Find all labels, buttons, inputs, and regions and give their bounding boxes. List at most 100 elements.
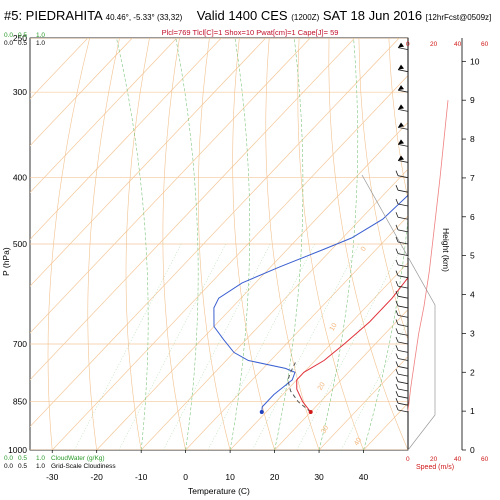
- wind-barb-640: [395, 310, 409, 318]
- height-tick-label-9: 9: [470, 95, 475, 105]
- speed-tick-top-40: 40: [454, 41, 462, 48]
- height-tick-label-2: 2: [470, 367, 475, 377]
- cloudwater-scale-0: 0.0: [4, 455, 13, 462]
- dry-adiabat--30: [47, 38, 90, 450]
- top-scale-green-2: 1.0: [36, 32, 45, 39]
- wind-barb-staff: [397, 241, 409, 245]
- y-axis-label: P (hPa): [1, 247, 11, 276]
- top-scale-black-0: 0.0: [4, 40, 13, 47]
- wind-barb-440: [395, 198, 409, 207]
- wind-barb-staff: [397, 349, 409, 353]
- wind-barb-staff: [397, 381, 409, 385]
- wind-barb-700: [395, 336, 409, 345]
- wind-barb-staff: [397, 402, 409, 406]
- isotherm-50: [407, 449, 408, 450]
- x-tick-label-20: 20: [270, 472, 280, 482]
- cloudiness-scale-2: 1.0: [36, 463, 45, 470]
- surface-temperature-dot: [308, 410, 313, 415]
- station-coords: 40.46°, -5.33° (33,32): [105, 13, 183, 22]
- wind-barb-staff: [397, 253, 409, 257]
- wind-barb-feather: [395, 404, 399, 411]
- wind-barb-740: [395, 353, 409, 361]
- dry-adiabat-30: [265, 38, 320, 450]
- wind-barb-staff: [397, 189, 409, 193]
- wind-barb-staff: [397, 332, 409, 336]
- dry-adiabat--10: [125, 38, 150, 450]
- wind-barb-feather: [395, 398, 399, 404]
- wind-barb-staff: [397, 373, 409, 377]
- wind-barb-staff: [397, 409, 409, 413]
- dry-adiabat-60: [358, 38, 408, 341]
- y-tick-label-850: 850: [13, 397, 27, 407]
- wind-barb-staff: [397, 264, 409, 268]
- wind-barb-staff: [397, 143, 409, 147]
- wind-barb-300: [397, 85, 409, 93]
- height-tick-label-10: 10: [470, 56, 480, 66]
- wind-barb-820: [395, 383, 409, 392]
- wind-barb-800: [395, 376, 409, 385]
- isotherm-label-20: 20: [317, 381, 327, 391]
- isotherm-label-40: 40: [353, 437, 363, 447]
- top-scale-black-2: 1.0: [36, 40, 45, 47]
- wind-barb-staff: [397, 175, 409, 179]
- mixing-line--25: [74, 243, 182, 450]
- wind-barb-staff: [397, 358, 409, 361]
- wind-barb-feather: [395, 224, 399, 231]
- wind-barb-staff: [397, 89, 409, 93]
- wind-envelope: [361, 174, 436, 451]
- height-tick-label-3: 3: [470, 328, 475, 338]
- wind-barb-feather: [395, 259, 399, 266]
- dry-adiabat-40: [297, 38, 364, 450]
- wind-barb-staff: [397, 275, 409, 279]
- speed-tick-bottom-40: 40: [454, 456, 462, 463]
- station-name: #5: PIEDRAHITA: [4, 8, 103, 23]
- wind-barb-feather: [395, 248, 399, 254]
- wind-barb-600: [395, 291, 409, 299]
- top-scale-green-0: 0.0: [4, 32, 13, 39]
- moist-adiabat-10: [229, 38, 251, 450]
- stability-indices: Plcl=769 Tlcl[C]=1 Shox=10 Pwat[cm]=1 Ca…: [161, 28, 339, 37]
- wind-barb-staff: [397, 395, 409, 399]
- moist-adiabat-0: [175, 38, 199, 450]
- wind-barb-680: [395, 328, 409, 336]
- speed-tick-top-0: 0: [406, 41, 410, 48]
- cloudiness-scale-1: 0.5: [18, 463, 27, 470]
- moist-adiabat-40: [363, 215, 408, 450]
- dry-adiabat--20: [87, 38, 120, 450]
- wind-barb-feather: [395, 212, 399, 218]
- valid-time: Valid 1400 CES: [196, 8, 288, 23]
- wind-barb-620: [395, 300, 409, 309]
- wind-barb-480: [395, 224, 409, 233]
- forecast-run: [12hrFcst@0509z]: [425, 13, 492, 22]
- y-tick-label-700: 700: [13, 339, 27, 349]
- isotherm--20: [96, 121, 408, 450]
- surface-dewpoint-dot: [259, 410, 264, 415]
- wind-barb-feather: [395, 310, 399, 316]
- wind-barb-staff: [397, 285, 409, 289]
- mixing-line--5: [163, 243, 271, 450]
- mixing-line--15: [118, 243, 226, 450]
- y-tick-label-300: 300: [13, 87, 27, 97]
- isotherm--100: [30, 38, 133, 147]
- height-axis-label: Height (km): [441, 228, 451, 272]
- cloudiness-label: Grid-Scale Cloudiness: [51, 463, 116, 470]
- dry-adiabat-50: [328, 38, 408, 450]
- wind-barb-staff: [397, 69, 409, 73]
- dry-adiabat-0: [162, 38, 186, 450]
- height-tick-label-1: 1: [470, 406, 475, 416]
- wind-barb-760: [395, 361, 409, 369]
- wind-barb-360: [397, 139, 409, 147]
- wind-barb-staff: [397, 314, 409, 318]
- wind-speed-profile: [407, 100, 449, 412]
- wind-barb-feather: [395, 369, 399, 375]
- wind-barb-560: [395, 270, 409, 279]
- height-tick-label-5: 5: [470, 251, 475, 261]
- wind-barb-feather: [395, 185, 399, 191]
- isotherm-30: [318, 355, 408, 450]
- wind-barb-flag: [398, 42, 404, 48]
- wind-barb-staff: [397, 366, 409, 369]
- y-tick-label-400: 400: [13, 173, 27, 183]
- height-tick-label-8: 8: [470, 134, 475, 144]
- isotherm-label-30: 30: [320, 425, 330, 435]
